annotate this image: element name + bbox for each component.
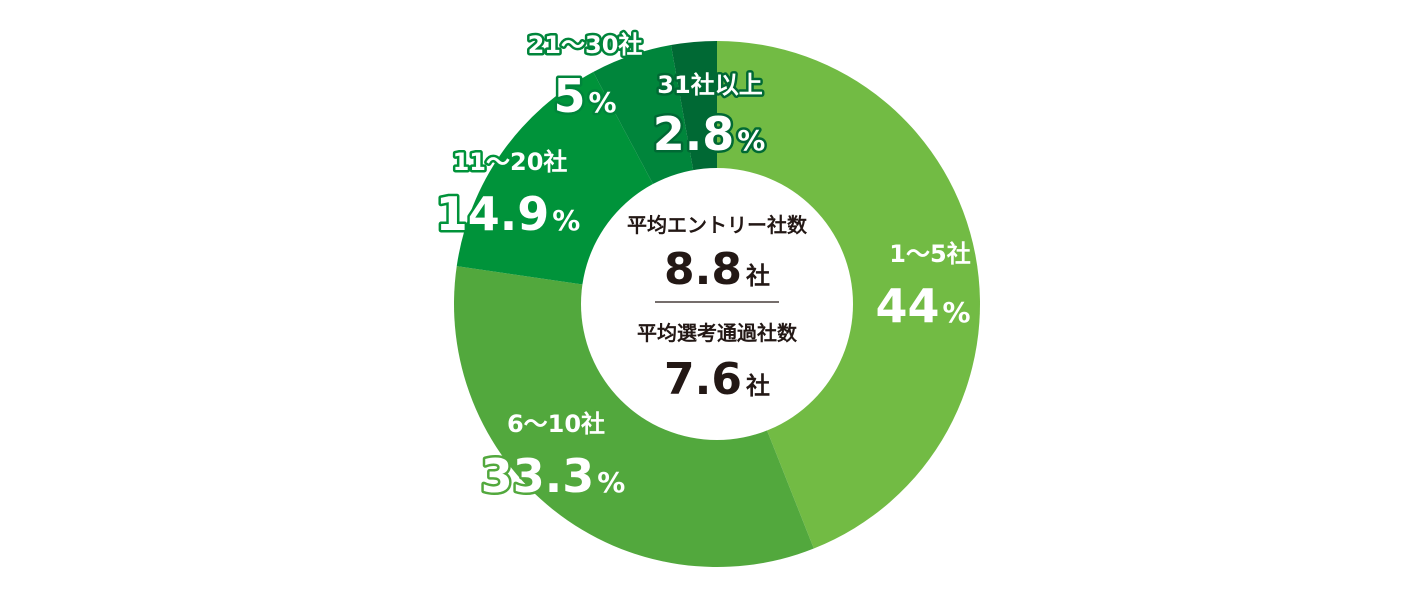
selection-average-value-group: 7.6 社 [664, 354, 770, 405]
slice-value-label: 5% [553, 69, 616, 123]
donut-hole [581, 168, 853, 440]
selection-average-value: 7.6 [664, 354, 742, 405]
entry-average-title: 平均エントリー社数 [627, 213, 808, 237]
slice-value-percent-sign: % [597, 466, 625, 499]
slice-category-label: 11～20社 [453, 148, 568, 176]
slice-value-label: 44% [875, 279, 970, 333]
selection-average-title: 平均選考通過社数 [637, 321, 798, 345]
slice-category-label: 1～5社 [889, 240, 970, 268]
slice-value-percent-sign: % [552, 204, 580, 237]
slice-value-number: 14.9 [436, 187, 550, 241]
slice-value-label: 33.3% [481, 449, 626, 503]
slice-category-label: 6～10社 [507, 410, 605, 438]
slice-value-percent-sign: % [737, 124, 765, 157]
selection-average-unit: 社 [746, 372, 770, 400]
slice-value-label: 2.8% [653, 107, 766, 161]
slice-value-label: 14.9% [436, 187, 581, 241]
segment-labels: 1～5社 44 % 6～10社 33.3 % 11～20社 14.9 % 21～30社 5 % 31社以… [433, 29, 970, 506]
slice-value-percent-sign: % [942, 296, 970, 329]
slice-category-label: 31社以上 [657, 71, 762, 99]
slice-value-number: 2.8 [653, 107, 735, 161]
slice-value-number: 33.3 [481, 449, 595, 503]
slice-value-percent-sign: % [588, 86, 616, 119]
entry-average-value-group: 8.8 社 [664, 244, 770, 295]
center-summary: 平均エントリー社数 8.8 社 平均選考通過社数 7.6 社 [627, 213, 808, 405]
slice-category-label: 21～30社 [528, 31, 643, 59]
slice-value-number: 5 [553, 69, 585, 123]
slice-value-number: 44 [875, 279, 939, 333]
entry-average-value: 8.8 [664, 244, 742, 295]
entry-average-unit: 社 [746, 262, 770, 290]
